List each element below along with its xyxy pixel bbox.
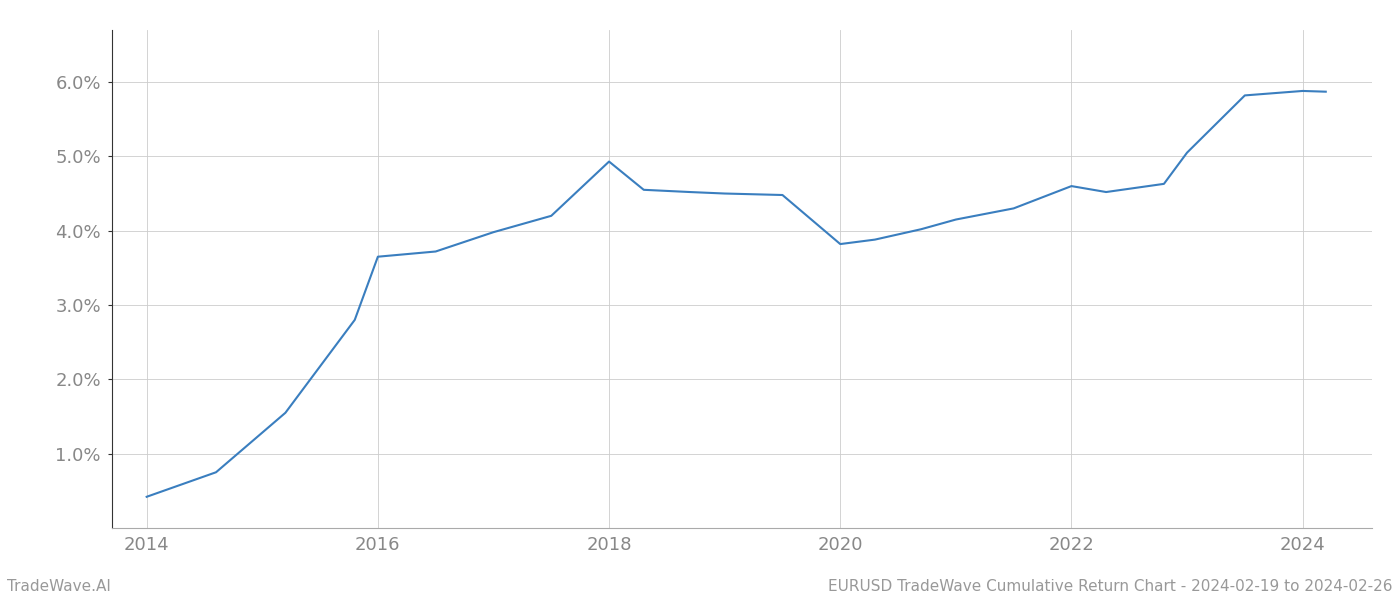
Text: TradeWave.AI: TradeWave.AI	[7, 579, 111, 594]
Text: EURUSD TradeWave Cumulative Return Chart - 2024-02-19 to 2024-02-26: EURUSD TradeWave Cumulative Return Chart…	[829, 579, 1393, 594]
